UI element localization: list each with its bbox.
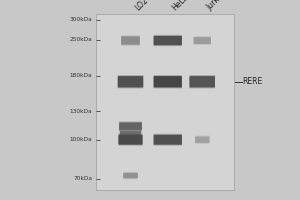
FancyBboxPatch shape [118, 135, 142, 145]
FancyBboxPatch shape [120, 131, 141, 138]
FancyBboxPatch shape [154, 135, 182, 145]
FancyBboxPatch shape [195, 137, 209, 143]
FancyBboxPatch shape [118, 136, 142, 146]
FancyBboxPatch shape [190, 77, 215, 88]
FancyBboxPatch shape [154, 76, 182, 87]
Text: 300kDa: 300kDa [69, 17, 92, 22]
FancyBboxPatch shape [154, 36, 182, 45]
Text: 130kDa: 130kDa [70, 109, 92, 114]
FancyBboxPatch shape [120, 130, 141, 137]
FancyBboxPatch shape [194, 37, 211, 44]
FancyBboxPatch shape [154, 136, 182, 146]
Text: HeLa: HeLa [171, 0, 191, 12]
FancyBboxPatch shape [195, 138, 209, 144]
Text: 180kDa: 180kDa [70, 73, 92, 78]
FancyBboxPatch shape [119, 122, 142, 130]
FancyBboxPatch shape [154, 37, 182, 46]
Text: RERE: RERE [242, 77, 262, 86]
FancyBboxPatch shape [194, 38, 211, 45]
FancyBboxPatch shape [123, 172, 138, 177]
FancyBboxPatch shape [194, 36, 211, 43]
FancyBboxPatch shape [190, 75, 215, 86]
FancyBboxPatch shape [154, 134, 182, 144]
FancyBboxPatch shape [121, 37, 140, 46]
FancyBboxPatch shape [195, 136, 209, 142]
FancyBboxPatch shape [120, 132, 141, 139]
FancyBboxPatch shape [119, 123, 142, 131]
FancyBboxPatch shape [190, 76, 215, 87]
Bar [96, 14, 234, 190]
FancyBboxPatch shape [118, 134, 142, 144]
FancyBboxPatch shape [121, 36, 140, 45]
Text: 70kDa: 70kDa [73, 176, 92, 181]
FancyBboxPatch shape [154, 35, 182, 44]
FancyBboxPatch shape [118, 76, 143, 87]
FancyBboxPatch shape [123, 174, 138, 179]
Text: LO2: LO2 [134, 0, 150, 12]
FancyBboxPatch shape [123, 173, 138, 178]
FancyBboxPatch shape [121, 35, 140, 44]
FancyBboxPatch shape [154, 77, 182, 88]
Text: 100kDa: 100kDa [70, 137, 92, 142]
FancyBboxPatch shape [119, 121, 142, 129]
FancyBboxPatch shape [118, 75, 143, 86]
FancyBboxPatch shape [154, 75, 182, 86]
Text: 250kDa: 250kDa [69, 37, 92, 42]
Text: Jurkat: Jurkat [205, 0, 228, 12]
FancyBboxPatch shape [118, 77, 143, 88]
